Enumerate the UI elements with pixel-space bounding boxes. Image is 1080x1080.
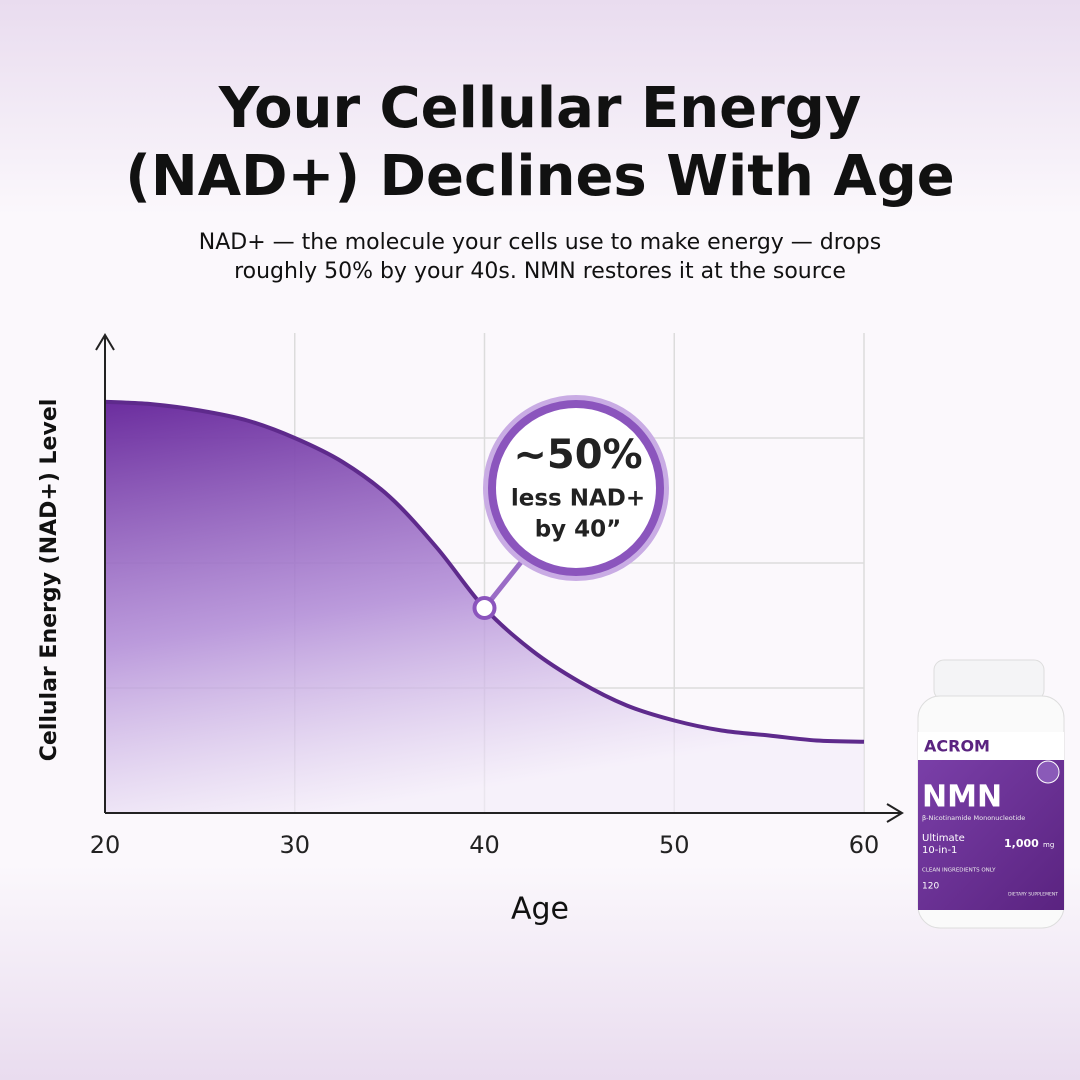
product-count: 120: [922, 882, 939, 892]
chart-subtitle: NAD+ — the molecule your cells use to ma…: [199, 230, 881, 284]
callout-text: ~50%: [513, 432, 642, 478]
product-bottle: ACROM NMN β-Nicotinamide Mononucleotide …: [917, 659, 1065, 929]
x-axis-arrow: [886, 803, 904, 823]
highlight-point: [472, 596, 497, 620]
product-unit: mg: [1043, 841, 1054, 849]
product-supplement: DIETARY SUPPLEMENT: [1008, 892, 1058, 898]
y-axis-arrow: [95, 333, 115, 351]
bottle-cap: [933, 659, 1045, 701]
callout-text: less NAD+: [511, 486, 645, 512]
product-name: NMN: [922, 780, 1002, 815]
annotation-layer: ~50% less NAD+ by 40”: [472, 395, 669, 620]
chart-title: Your Cellular Energy (NAD+) Declines With…: [125, 76, 955, 209]
x-tick-label: 40: [469, 831, 500, 859]
product-brand: ACROM: [924, 737, 990, 756]
callout-bubble: [488, 400, 664, 576]
product-dose: 1,000: [1004, 837, 1039, 850]
x-tick-label: 20: [90, 831, 121, 859]
x-tick-label: 60: [849, 831, 880, 859]
product-subname: β-Nicotinamide Mononucleotide: [922, 814, 1025, 822]
y-axis-label: Cellular Energy (NAD+) Level: [37, 399, 62, 762]
product-clean: CLEAN INGREDIENTS ONLY: [922, 868, 996, 874]
area: [105, 401, 864, 813]
x-tick-label: 30: [279, 831, 310, 859]
bottle-label: [918, 760, 1064, 910]
x-tick-label: 50: [659, 831, 690, 859]
product-line2: 10-in-1: [922, 845, 957, 856]
callout-ring: [483, 395, 669, 581]
bottle-label-top: [918, 732, 1064, 760]
callout-text: by 40”: [535, 517, 622, 543]
x-axis-label: Age: [511, 892, 569, 927]
product-seal: [1036, 760, 1060, 784]
product-line1: Ultimate: [922, 833, 965, 844]
